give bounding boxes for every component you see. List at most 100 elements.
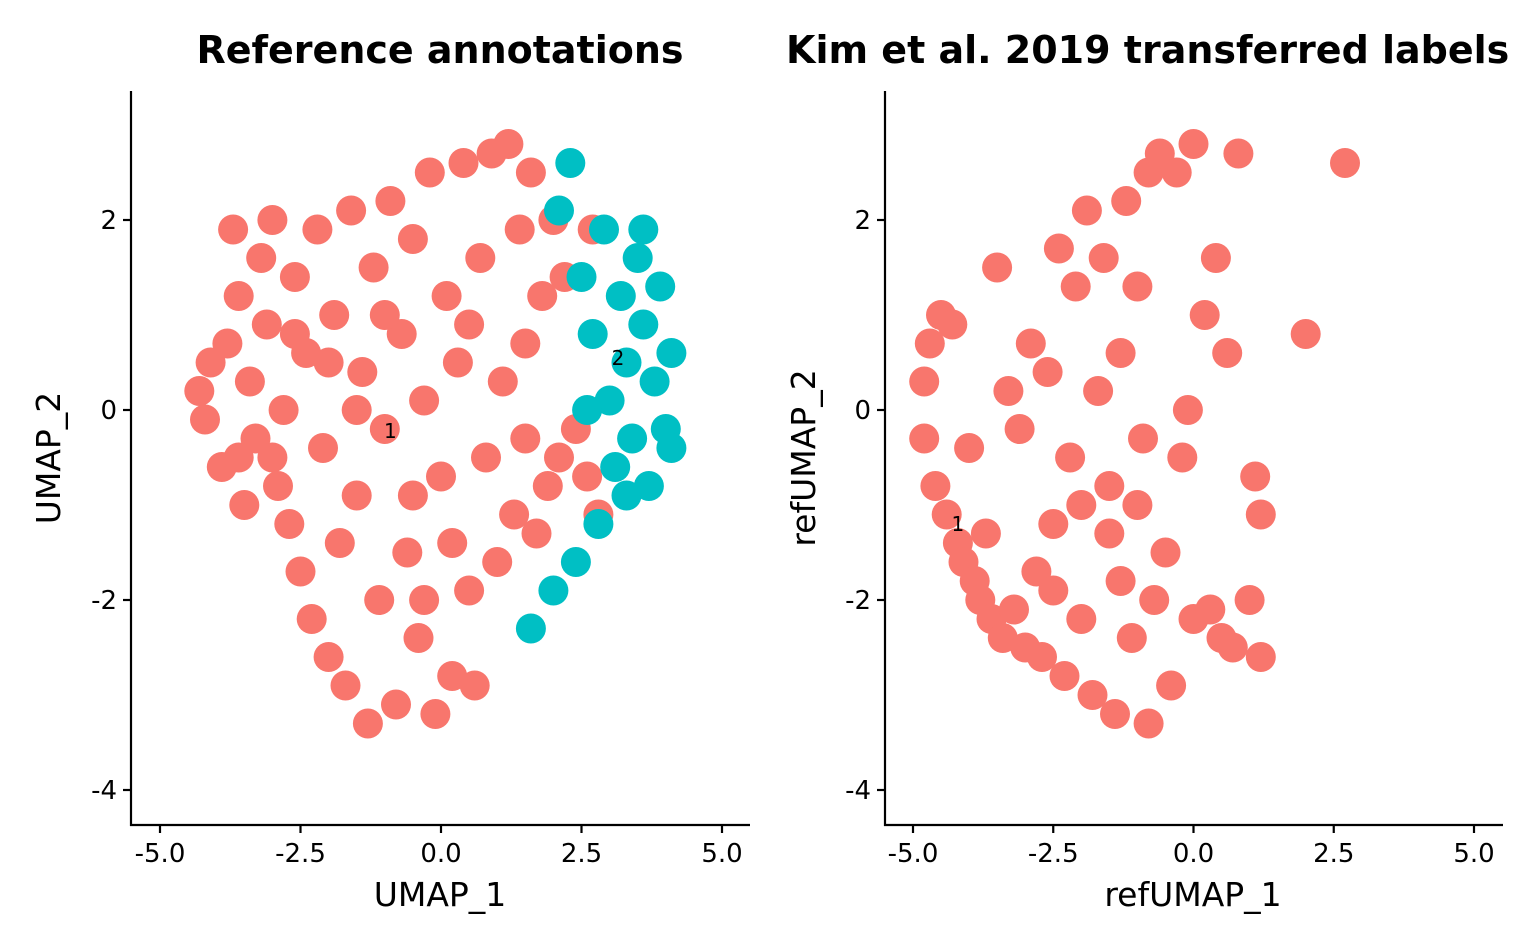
x-tick-label: 5.0 <box>701 839 742 869</box>
data-point-cluster-1 <box>1049 661 1080 691</box>
data-point-cluster-1 <box>369 414 400 444</box>
data-point-cluster-1 <box>409 385 440 416</box>
data-point-cluster-1 <box>527 281 558 311</box>
data-point-cluster-1 <box>257 205 288 235</box>
panel-transferred-labels: Kim et al. 2019 transferred labels -5.0-… <box>784 28 1509 914</box>
data-point-cluster-1 <box>999 594 1029 625</box>
data-point-cluster-1 <box>397 480 428 511</box>
data-point-cluster-1 <box>1240 461 1271 492</box>
data-point-cluster-1 <box>330 670 361 701</box>
data-point-cluster-1 <box>454 575 485 606</box>
data-point-cluster-2 <box>622 243 653 273</box>
data-point-cluster-1 <box>954 433 985 463</box>
data-point-cluster-1 <box>234 366 265 397</box>
data-point-cluster-1 <box>993 376 1024 406</box>
data-point-cluster-2 <box>515 613 546 644</box>
data-point-cluster-1 <box>1004 414 1035 444</box>
data-point-cluster-2 <box>577 319 608 349</box>
y-axis-label-reference: UMAP_2 <box>29 392 68 525</box>
points-layer-transferred <box>909 129 1360 739</box>
data-point-cluster-2 <box>583 509 614 539</box>
data-point-cluster-1 <box>1077 680 1108 710</box>
data-point-cluster-2 <box>560 547 591 577</box>
data-point-cluster-1 <box>914 328 945 359</box>
data-point-cluster-1 <box>409 585 440 615</box>
data-point-cluster-1 <box>510 423 541 454</box>
data-point-cluster-1 <box>296 604 327 634</box>
x-tick-label: 2.5 <box>561 839 602 869</box>
x-axis-label-reference: UMAP_1 <box>374 875 507 914</box>
data-point-cluster-1 <box>257 442 288 473</box>
data-point-cluster-1 <box>1200 243 1231 273</box>
data-point-cluster-2 <box>566 262 597 292</box>
data-point-cluster-1 <box>1105 338 1136 368</box>
data-point-cluster-1 <box>437 528 468 558</box>
data-point-cluster-1 <box>426 461 456 492</box>
y-tick-label: 2 <box>854 206 871 236</box>
data-point-cluster-1 <box>1167 442 1198 473</box>
panel-reference-annotations: Reference annotations -5.0 -2.5 0.0 2.5 5.0 … <box>29 28 750 914</box>
data-point-cluster-1 <box>1139 585 1170 615</box>
data-point-cluster-1 <box>1111 186 1142 216</box>
data-point-cluster-1 <box>1088 243 1119 273</box>
data-point-cluster-1 <box>308 433 338 463</box>
data-point-cluster-1 <box>1150 537 1181 568</box>
data-point-cluster-1 <box>229 490 260 520</box>
y-ticks-reference: -4 -2 0 2 <box>91 206 131 806</box>
data-point-cluster-1 <box>970 518 1001 549</box>
data-point-cluster-1 <box>1043 233 1074 264</box>
cluster-label: 2 <box>612 346 625 370</box>
data-point-cluster-1 <box>403 623 434 653</box>
data-point-cluster-1 <box>358 252 389 283</box>
data-point-cluster-1 <box>274 509 305 539</box>
data-point-cluster-1 <box>1133 708 1164 739</box>
cluster-label: 1 <box>384 419 397 443</box>
data-point-cluster-1 <box>414 157 445 188</box>
x-ticks-reference: -5.0 -2.5 0.0 2.5 5.0 <box>135 825 743 869</box>
data-point-cluster-1 <box>1105 566 1136 596</box>
data-point-cluster-1 <box>1195 594 1226 625</box>
data-point-cluster-1 <box>381 689 411 720</box>
data-point-cluster-1 <box>1015 328 1046 359</box>
data-point-cluster-2 <box>594 385 625 416</box>
data-point-cluster-1 <box>313 642 344 672</box>
data-point-cluster-1 <box>1094 518 1125 549</box>
y-tick-label: 0 <box>100 396 117 426</box>
data-point-cluster-2 <box>572 395 603 425</box>
data-point-cluster-1 <box>302 214 333 245</box>
data-point-cluster-1 <box>1290 319 1321 349</box>
x-tick-label: -5.0 <box>135 839 186 869</box>
data-point-cluster-1 <box>1172 395 1203 425</box>
data-point-cluster-1 <box>931 499 962 530</box>
data-point-cluster-2 <box>600 452 631 482</box>
data-point-cluster-1 <box>532 471 563 501</box>
data-point-cluster-1 <box>1245 642 1276 672</box>
data-point-cluster-1 <box>987 623 1018 653</box>
data-point-cluster-1 <box>431 281 462 311</box>
data-point-cluster-1 <box>397 224 428 254</box>
data-point-cluster-1 <box>1161 157 1192 188</box>
data-point-cluster-2 <box>538 575 569 606</box>
data-point-cluster-1 <box>920 471 951 501</box>
y-tick-label: -4 <box>91 776 117 806</box>
x-tick-label: -2.5 <box>275 839 326 869</box>
data-point-cluster-2 <box>555 148 586 178</box>
data-point-cluster-1 <box>982 252 1013 283</box>
x-tick-label: -2.5 <box>1028 839 1079 869</box>
data-point-cluster-1 <box>572 461 603 492</box>
y-tick-label: -2 <box>845 586 871 616</box>
x-ticks-transferred: -5.0 -2.5 0.0 2.5 5.0 <box>888 825 1495 869</box>
data-point-cluster-1 <box>352 708 383 739</box>
data-point-cluster-1 <box>1189 300 1220 330</box>
y-tick-label: -2 <box>91 586 117 616</box>
data-point-cluster-1 <box>251 309 282 340</box>
data-point-cluster-2 <box>611 347 642 378</box>
data-point-cluster-1 <box>465 243 496 273</box>
data-point-cluster-1 <box>1032 357 1063 387</box>
data-point-cluster-2 <box>656 433 687 463</box>
data-point-cluster-1 <box>218 214 249 245</box>
data-point-cluster-1 <box>1083 376 1114 406</box>
data-point-cluster-1 <box>1038 575 1069 606</box>
data-point-cluster-1 <box>336 195 367 226</box>
